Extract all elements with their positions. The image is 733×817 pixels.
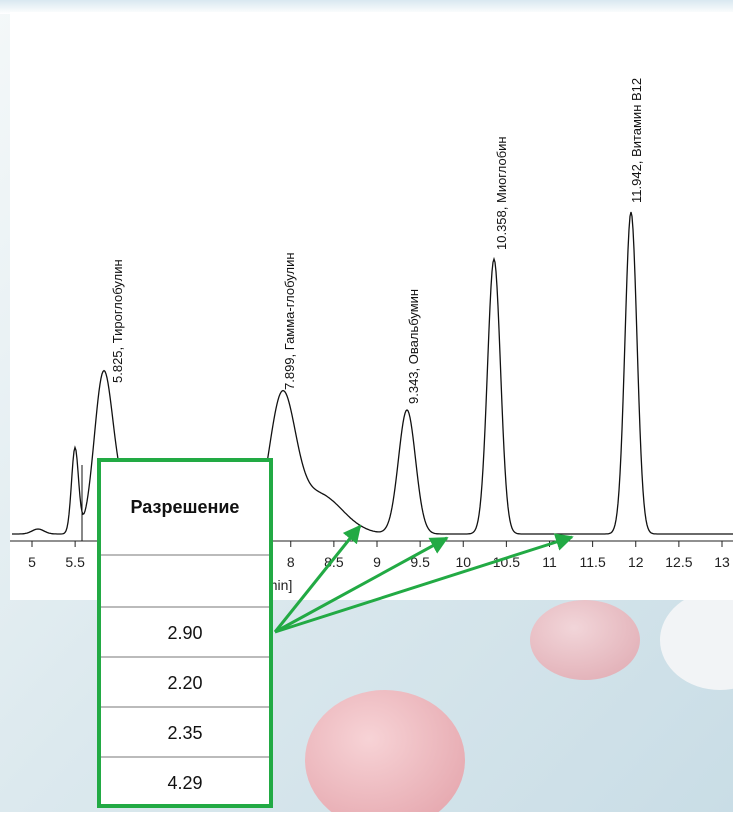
peak-label: 7.899, Гамма-глобулин [282, 252, 297, 390]
page: 55.566.577.588.599.51010.51111.51212.513… [0, 0, 733, 812]
resolution-table: Разрешение 2.90 2.20 2.35 4.29 [99, 460, 271, 806]
x-tick-label: 11.5 [580, 554, 606, 570]
peak-label: 5.825, Тироглобулин [110, 259, 125, 383]
x-tick-label: 10 [455, 554, 471, 570]
x-tick-label: 12.5 [665, 554, 692, 570]
x-tick-label: 5 [28, 554, 36, 570]
table-header: Разрешение [131, 497, 240, 517]
peak-label: 9.343, Овальбумин [406, 289, 421, 404]
header-band [0, 0, 733, 14]
x-tick-label: 5.5 [65, 554, 85, 570]
x-tick-label: 11 [542, 554, 557, 570]
table-cell: 4.29 [167, 773, 202, 793]
x-tick-label: 9 [373, 554, 381, 570]
x-tick-label: 12 [628, 554, 644, 570]
peak-label: 11.942, Витамин B12 [629, 78, 644, 203]
x-tick-label: 13 [714, 554, 730, 570]
slide: 55.566.577.588.599.51010.51111.51212.513… [0, 0, 733, 812]
peak-label: 10.358, Миоглобин [494, 136, 509, 250]
table-cell: 2.90 [167, 623, 202, 643]
table-cell: 2.35 [167, 723, 202, 743]
x-tick-label: 8 [287, 554, 295, 570]
pill [530, 600, 640, 680]
table-cell: 2.20 [167, 673, 202, 693]
